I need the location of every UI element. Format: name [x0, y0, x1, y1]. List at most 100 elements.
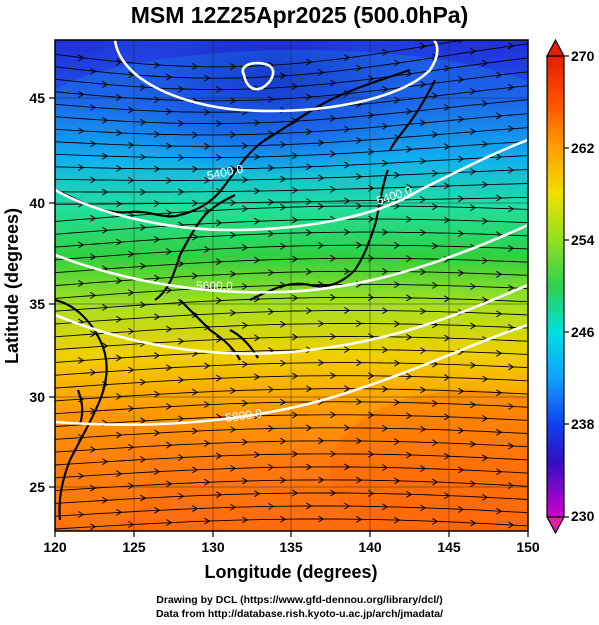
wind-arrowhead	[306, 307, 313, 315]
wind-arrowhead	[330, 294, 337, 301]
wind-arrowhead	[420, 81, 427, 88]
wind-arrowhead	[242, 399, 249, 407]
wind-arrowhead	[192, 165, 199, 173]
wind-arrowhead	[128, 327, 135, 335]
wind-arrowhead	[102, 496, 109, 504]
wind-arrowhead	[344, 228, 351, 236]
wind-arrowhead	[102, 226, 109, 234]
wind-arrowhead	[116, 508, 123, 516]
wind-arrowhead	[154, 200, 161, 207]
wind-arrowhead	[280, 476, 287, 484]
wind-arrowhead	[280, 242, 287, 250]
wind-arrowhead	[268, 164, 275, 172]
wind-arrowhead	[420, 347, 427, 355]
wind-arrowhead	[140, 118, 147, 126]
x-tick-label: 120	[43, 539, 67, 555]
wind-arrowhead	[102, 116, 109, 124]
wind-arrowhead	[192, 272, 199, 280]
wind-arrowhead	[254, 119, 261, 127]
wind-arrowhead	[268, 502, 275, 510]
wind-arrowhead	[178, 85, 185, 93]
wind-arrowhead	[406, 490, 413, 498]
wind-arrowhead	[90, 484, 97, 492]
wind-arrowhead	[204, 439, 211, 447]
wind-arrowhead	[280, 398, 287, 406]
wind-arrowhead	[470, 128, 477, 135]
wind-arrowhead	[382, 267, 389, 275]
wind-arrowhead	[128, 482, 135, 490]
wind-arrowhead	[406, 412, 413, 420]
wind-arrowhead	[432, 478, 439, 486]
wind-arrowhead	[420, 425, 427, 433]
wind-arrowhead	[482, 181, 489, 189]
wind-arrowhead	[166, 441, 173, 449]
wind-arrowhead	[496, 270, 503, 278]
wind-arrowhead	[344, 502, 351, 510]
wind-arrowhead	[344, 125, 351, 133]
wind-arrowhead	[102, 458, 109, 466]
wind-arrowhead	[306, 463, 313, 471]
wind-arrowhead	[292, 294, 299, 302]
wind-arrowhead	[166, 403, 173, 410]
wind-arrowhead	[318, 437, 325, 445]
wind-arrowhead	[394, 241, 401, 249]
wind-arrowhead	[154, 165, 161, 173]
wind-arrowhead	[140, 378, 147, 386]
wind-arrowhead	[178, 119, 185, 127]
wind-arrowhead	[420, 157, 427, 165]
wind-arrowhead	[128, 106, 135, 114]
wind-arrowhead	[306, 163, 313, 171]
wind-arrowhead	[394, 281, 401, 289]
wind-arrowhead	[344, 90, 351, 97]
wind-arrowhead	[344, 346, 351, 354]
wind-arrowhead	[306, 385, 313, 393]
wind-arrowhead	[508, 83, 515, 91]
wind-arrowhead	[192, 466, 199, 474]
wind-arrowhead	[420, 268, 427, 276]
wind-arrowhead	[330, 489, 337, 497]
wind-arrowhead	[382, 196, 389, 204]
wind-arrowhead	[166, 364, 173, 372]
wind-arrowhead	[306, 229, 313, 237]
wind-arrowhead	[154, 429, 161, 437]
wind-arrowhead	[482, 59, 489, 67]
wind-arrowhead	[216, 452, 223, 460]
wind-arrowhead	[216, 491, 223, 499]
wind-arrowhead	[356, 241, 363, 249]
wind-arrowhead	[166, 142, 173, 150]
wind-arrowhead	[116, 354, 123, 362]
wind-arrowhead	[482, 375, 489, 383]
wind-arrowhead	[254, 153, 261, 161]
wind-arrowhead	[432, 439, 439, 447]
wind-arrowhead	[128, 250, 135, 258]
wind-arrowhead	[356, 173, 363, 181]
wind-arrowhead	[508, 482, 515, 489]
wind-arrowhead	[166, 325, 173, 333]
wind-arrowhead	[292, 333, 299, 341]
x-tick-label: 130	[201, 539, 225, 555]
wind-arrowhead	[470, 322, 477, 330]
wind-arrowhead	[280, 203, 287, 211]
colorbar-tick-label: 262	[571, 140, 595, 156]
wind-arrowhead	[330, 79, 337, 87]
wind-arrowhead	[90, 67, 97, 75]
wind-arrowhead	[178, 376, 185, 384]
wind-arrowhead	[432, 242, 439, 250]
wind-arrowhead	[116, 129, 123, 137]
wind-arrowhead	[242, 176, 249, 184]
colorbar-tick-label: 230	[571, 508, 595, 524]
wind-arrowhead	[406, 255, 413, 263]
wind-arrowhead	[508, 324, 515, 331]
wind-arrowhead	[356, 359, 363, 367]
wind-arrowhead	[420, 504, 427, 512]
wind-arrowhead	[292, 117, 299, 125]
wind-arrowhead	[432, 169, 439, 177]
wind-arrowhead	[382, 122, 389, 130]
wind-arrowhead	[306, 424, 313, 432]
wind-arrowhead	[192, 505, 199, 512]
wind-arrowhead	[90, 369, 97, 376]
wind-arrowhead	[292, 186, 299, 194]
wind-arrowhead	[128, 366, 135, 374]
wind-arrowhead	[90, 176, 97, 184]
